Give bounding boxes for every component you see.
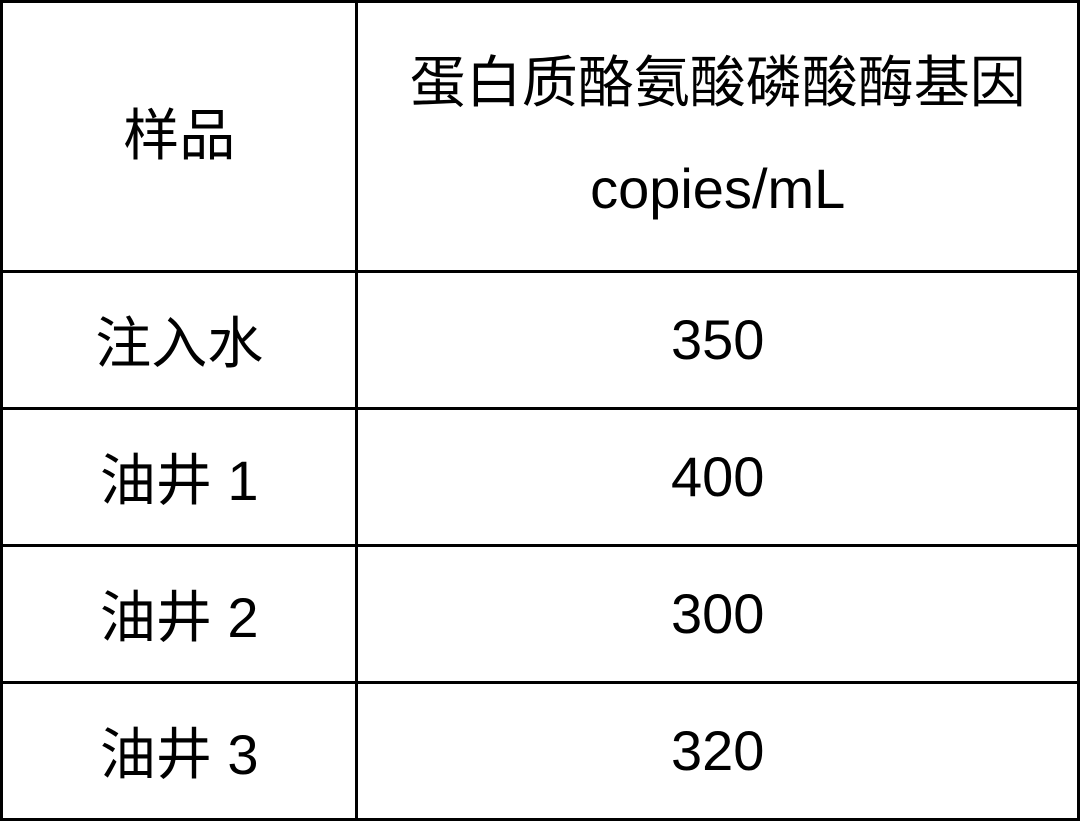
cell-value-1: 400 [357, 408, 1079, 545]
cell-sample-2: 油井 2 [2, 545, 357, 682]
cell-sample-0: 注入水 [2, 271, 357, 408]
header-value-line1: 蛋白质酪氨酸磷酸酶基因 [358, 30, 1077, 136]
table-row: 油井 1 400 [2, 408, 1079, 545]
header-value: 蛋白质酪氨酸磷酸酶基因 copies/mL [357, 2, 1079, 272]
header-sample: 样品 [2, 2, 357, 272]
table-row: 油井 3 320 [2, 682, 1079, 819]
header-value-line2: copies/mL [358, 136, 1077, 242]
table-row: 注入水 350 [2, 271, 1079, 408]
cell-value-3: 320 [357, 682, 1079, 819]
data-table-container: 样品 蛋白质酪氨酸磷酸酶基因 copies/mL 注入水 350 油井 1 40… [0, 0, 1080, 821]
table-header-row: 样品 蛋白质酪氨酸磷酸酶基因 copies/mL [2, 2, 1079, 272]
cell-value-2: 300 [357, 545, 1079, 682]
cell-sample-1: 油井 1 [2, 408, 357, 545]
cell-sample-3: 油井 3 [2, 682, 357, 819]
cell-value-0: 350 [357, 271, 1079, 408]
data-table: 样品 蛋白质酪氨酸磷酸酶基因 copies/mL 注入水 350 油井 1 40… [0, 0, 1080, 821]
table-row: 油井 2 300 [2, 545, 1079, 682]
